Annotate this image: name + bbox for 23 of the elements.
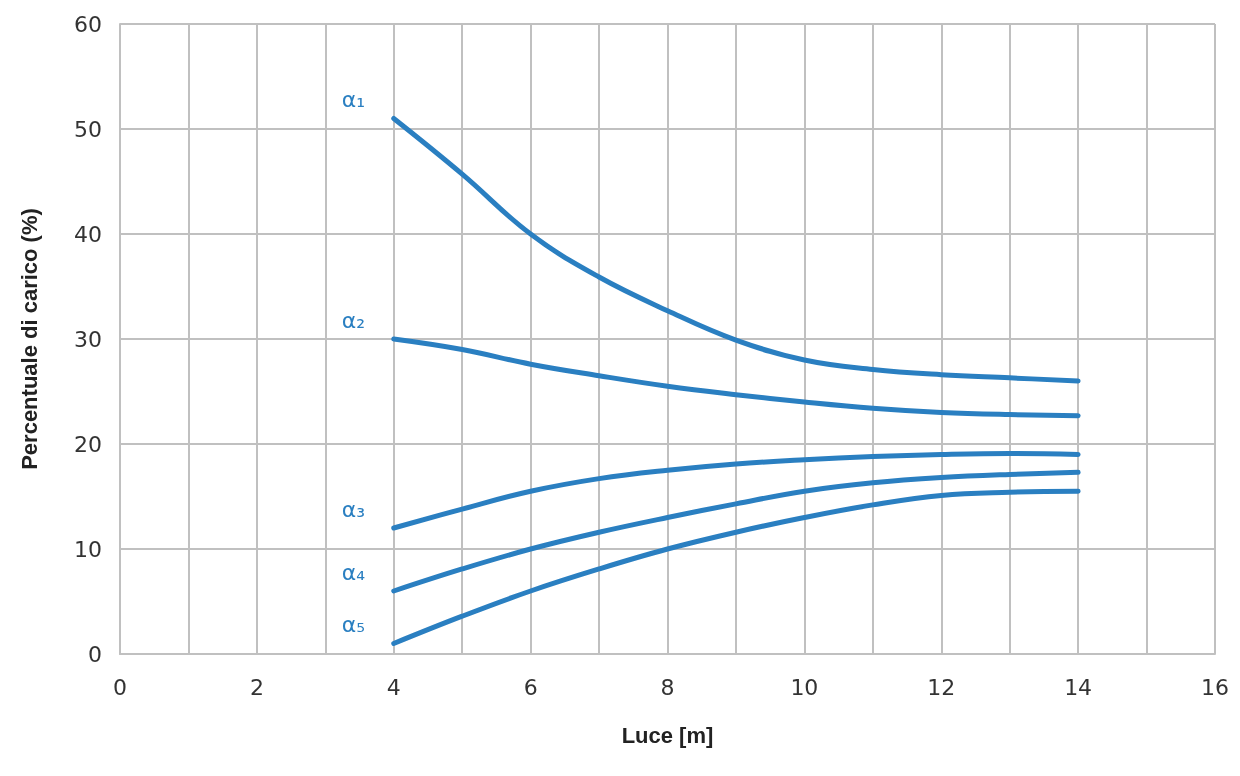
x-tick-label: 10 <box>790 674 819 700</box>
x-tick-label: 4 <box>386 674 401 700</box>
y-tick-label: 30 <box>74 326 102 352</box>
series-label: α₅ <box>341 612 366 637</box>
x-tick-label: 6 <box>523 674 538 700</box>
series-label: α₄ <box>341 559 366 585</box>
x-axis-title: Luce [m] <box>621 722 714 748</box>
x-tick-label: 2 <box>249 674 264 700</box>
y-tick-label: 40 <box>74 221 102 247</box>
series-label: α₂ <box>341 307 366 333</box>
x-tick-label: 0 <box>113 674 127 700</box>
x-tick-label: 8 <box>660 674 675 700</box>
x-tick-label: 14 <box>1064 674 1093 700</box>
y-axis-title: Percentuale di carico (%) <box>16 208 42 470</box>
y-tick-label: 50 <box>74 116 102 142</box>
x-tick-label: 16 <box>1201 674 1229 700</box>
y-tick-label: 0 <box>88 641 102 667</box>
y-tick-label: 60 <box>74 11 102 37</box>
series-label: α₁ <box>341 87 366 112</box>
y-tick-label: 10 <box>74 536 102 562</box>
y-tick-label: 20 <box>74 431 102 457</box>
x-tick-label: 12 <box>927 674 956 700</box>
series-label: α₃ <box>341 496 366 522</box>
